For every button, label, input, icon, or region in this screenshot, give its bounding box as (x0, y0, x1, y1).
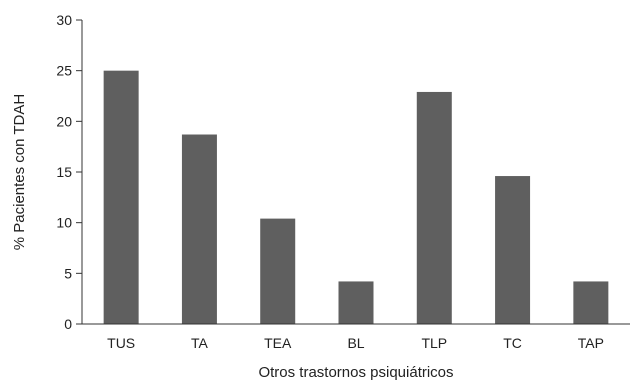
bars (103, 70, 609, 325)
y-tick-label: 20 (56, 113, 72, 129)
y-tick-label: 15 (56, 164, 72, 180)
bar-ta (181, 134, 217, 324)
y-axis-label: % Pacientes con TDAH (11, 94, 28, 250)
y-tick-label: 10 (56, 215, 72, 231)
x-tick-label: TA (191, 335, 209, 351)
x-tick-label: TAP (578, 335, 604, 351)
bar-tc (495, 176, 531, 324)
y-tick-label: 30 (56, 12, 72, 28)
bar-bl (338, 281, 374, 324)
x-axis-label: Otros trastornos psiquiátricos (258, 364, 453, 381)
x-tick-label: TUS (107, 335, 135, 351)
bar-tus (103, 70, 139, 325)
y-axis-ticks: 0 5 10 15 20 25 30 (56, 12, 82, 332)
bar-tap (573, 281, 609, 324)
x-tick-label: BL (347, 335, 364, 351)
bar-tlp (416, 91, 452, 325)
y-tick-label: 0 (64, 316, 72, 332)
y-tick-label: 5 (64, 265, 72, 281)
bar-tea (260, 218, 296, 324)
y-tick-label: 25 (56, 63, 72, 79)
x-axis-ticks: TUS TA TEA BL TLP TC TAP (107, 335, 604, 351)
x-tick-label: TEA (264, 335, 292, 351)
x-tick-label: TLP (421, 335, 447, 351)
x-tick-label: TC (503, 335, 522, 351)
